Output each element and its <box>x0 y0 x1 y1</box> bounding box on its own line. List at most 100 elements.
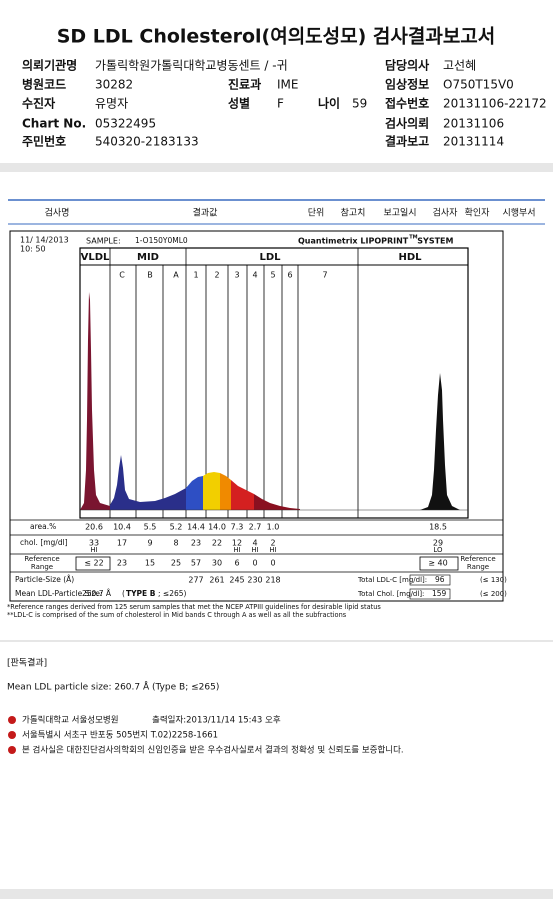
particle-size: 230 <box>247 576 262 585</box>
field-label: 결과보고 <box>385 134 429 149</box>
field-label: 수진자 <box>22 96 55 111</box>
field-label: 임상정보 <box>385 77 429 92</box>
total-label: Total Chol. [mg/dl]: <box>357 590 424 598</box>
lipoprint-frame <box>9 230 504 602</box>
data-rules <box>10 519 503 573</box>
field-label: 담당의사 <box>385 58 429 73</box>
chol-flag: HI <box>233 546 240 554</box>
subfraction-label: 6 <box>287 271 292 280</box>
footnote: *Reference ranges derived from 125 serum… <box>7 603 381 611</box>
column-header: 단위 <box>308 208 325 219</box>
reference-label: Range <box>31 563 53 571</box>
field-label: 의뢰기관명 <box>22 58 77 73</box>
field-value: 540320-2183133 <box>95 135 199 149</box>
field-label: 접수번호 <box>385 96 429 111</box>
test-date: 11/ 14/2013 <box>20 236 69 245</box>
row-label: area.% <box>30 522 56 531</box>
footer-line: 서울특별시 서초구 반포동 505번지 T.02)2258-1661 <box>22 730 218 741</box>
field-label: 주민번호 <box>22 134 66 149</box>
trace-ldl4 <box>231 480 254 510</box>
total-label: Total LDL-C [mg/dl]: <box>357 576 427 584</box>
subfraction-label: A <box>173 271 179 280</box>
brand: Quantimetrix LIPOPRINT <box>298 237 409 246</box>
field-label: Chart No. <box>22 117 86 131</box>
mean-value: 250.7 Å <box>82 589 112 598</box>
reference-value: 15 <box>145 559 155 568</box>
test-time: 10: 50 <box>20 245 46 254</box>
band-label: VLDL <box>81 252 110 263</box>
trace-ldl5 <box>254 494 300 510</box>
trace-ldl2 <box>203 472 220 510</box>
reference-value: 23 <box>117 559 127 568</box>
field-label: 성별 <box>228 96 250 111</box>
row-label: chol. [mg/dl] <box>20 538 68 547</box>
particle-size: 245 <box>229 576 244 585</box>
bullet <box>8 746 16 754</box>
brand-tm: TM <box>409 235 417 241</box>
mean-range: ; ≤265) <box>158 589 187 598</box>
reference-value: 0 <box>252 559 257 568</box>
mean-paren: ( <box>122 589 125 598</box>
interpretation-heading: [판독결과] <box>7 658 47 669</box>
field-value: 유명자 <box>95 97 128 111</box>
chol-value: 9 <box>147 539 152 548</box>
reference-label: Range <box>467 563 489 571</box>
reference-value: 6 <box>234 559 239 568</box>
area-value: 2.7 <box>249 523 262 532</box>
reference-label: Reference <box>24 555 59 563</box>
column-header: 참고치 <box>341 207 366 219</box>
area-value: 14.4 <box>187 523 205 532</box>
chol-flag: HI <box>90 546 97 554</box>
particle-size: 218 <box>265 576 280 585</box>
chol-value: 22 <box>212 539 222 548</box>
area-value: 20.6 <box>85 523 103 532</box>
field-label: 검사의뢰 <box>385 116 429 131</box>
field-value: 고선혜 <box>443 59 476 73</box>
reference-value: 57 <box>191 559 201 568</box>
reference-value: 0 <box>270 559 275 568</box>
column-header: 결과값 <box>193 207 218 219</box>
field-label: 나이 <box>318 96 340 111</box>
chol-value: 2 <box>270 539 275 548</box>
chol-value: 12 <box>232 539 242 548</box>
total-box <box>409 574 451 586</box>
area-value: 1.0 <box>267 523 280 532</box>
subfraction-label: 1 <box>193 271 198 280</box>
interpretation-text: Mean LDL particle size: 260.7 Å (Type B;… <box>7 681 219 693</box>
row-label: Particle-Size (Å) <box>15 575 74 584</box>
total-value: 96 <box>435 575 445 584</box>
trace-mid <box>110 455 186 510</box>
subfraction-label: C <box>119 271 125 280</box>
reference-label: Reference <box>460 555 495 563</box>
chol-value: 33 <box>89 539 99 548</box>
field-label: 병원코드 <box>22 77 66 92</box>
field-value: F <box>277 97 284 111</box>
field-label: 진료과 <box>228 77 261 92</box>
bullets <box>8 716 16 754</box>
subfraction-label: B <box>147 271 153 280</box>
chol-flag: HI <box>269 546 276 554</box>
column-header: 검사명 <box>45 207 70 219</box>
reference-value: ≤ 22 <box>84 559 103 568</box>
sample-id: 1-O150Y0ML0 <box>135 236 188 245</box>
column-header: 확인자 <box>465 207 491 219</box>
footer-line: 본 검사실은 대한진단검사의학회의 신임인증을 받은 우수검사실로서 결과의 정… <box>22 745 404 756</box>
trace-vldl <box>80 292 110 510</box>
field-value: 05322495 <box>95 117 156 131</box>
trace-ldl1 <box>186 476 203 510</box>
brand-suffix: SYSTEM <box>417 237 453 246</box>
subfraction-label: 3 <box>234 271 239 280</box>
bullet <box>8 716 16 724</box>
footer-line: 가톨릭대학교 서울성모병원 <box>22 715 119 726</box>
chol-value: 29 <box>433 539 443 548</box>
graph-frame <box>79 247 469 519</box>
chol-value: 4 <box>252 539 257 548</box>
subfraction-label: 4 <box>252 271 257 280</box>
total-range: (≤ 130) <box>480 576 507 584</box>
trace-hdl <box>420 373 460 510</box>
separator-band <box>0 889 553 899</box>
reference-value: 25 <box>171 559 181 568</box>
footer-line: 출력일자:2013/11/14 15:43 오후 <box>152 715 281 726</box>
chol-flag: HI <box>251 546 258 554</box>
